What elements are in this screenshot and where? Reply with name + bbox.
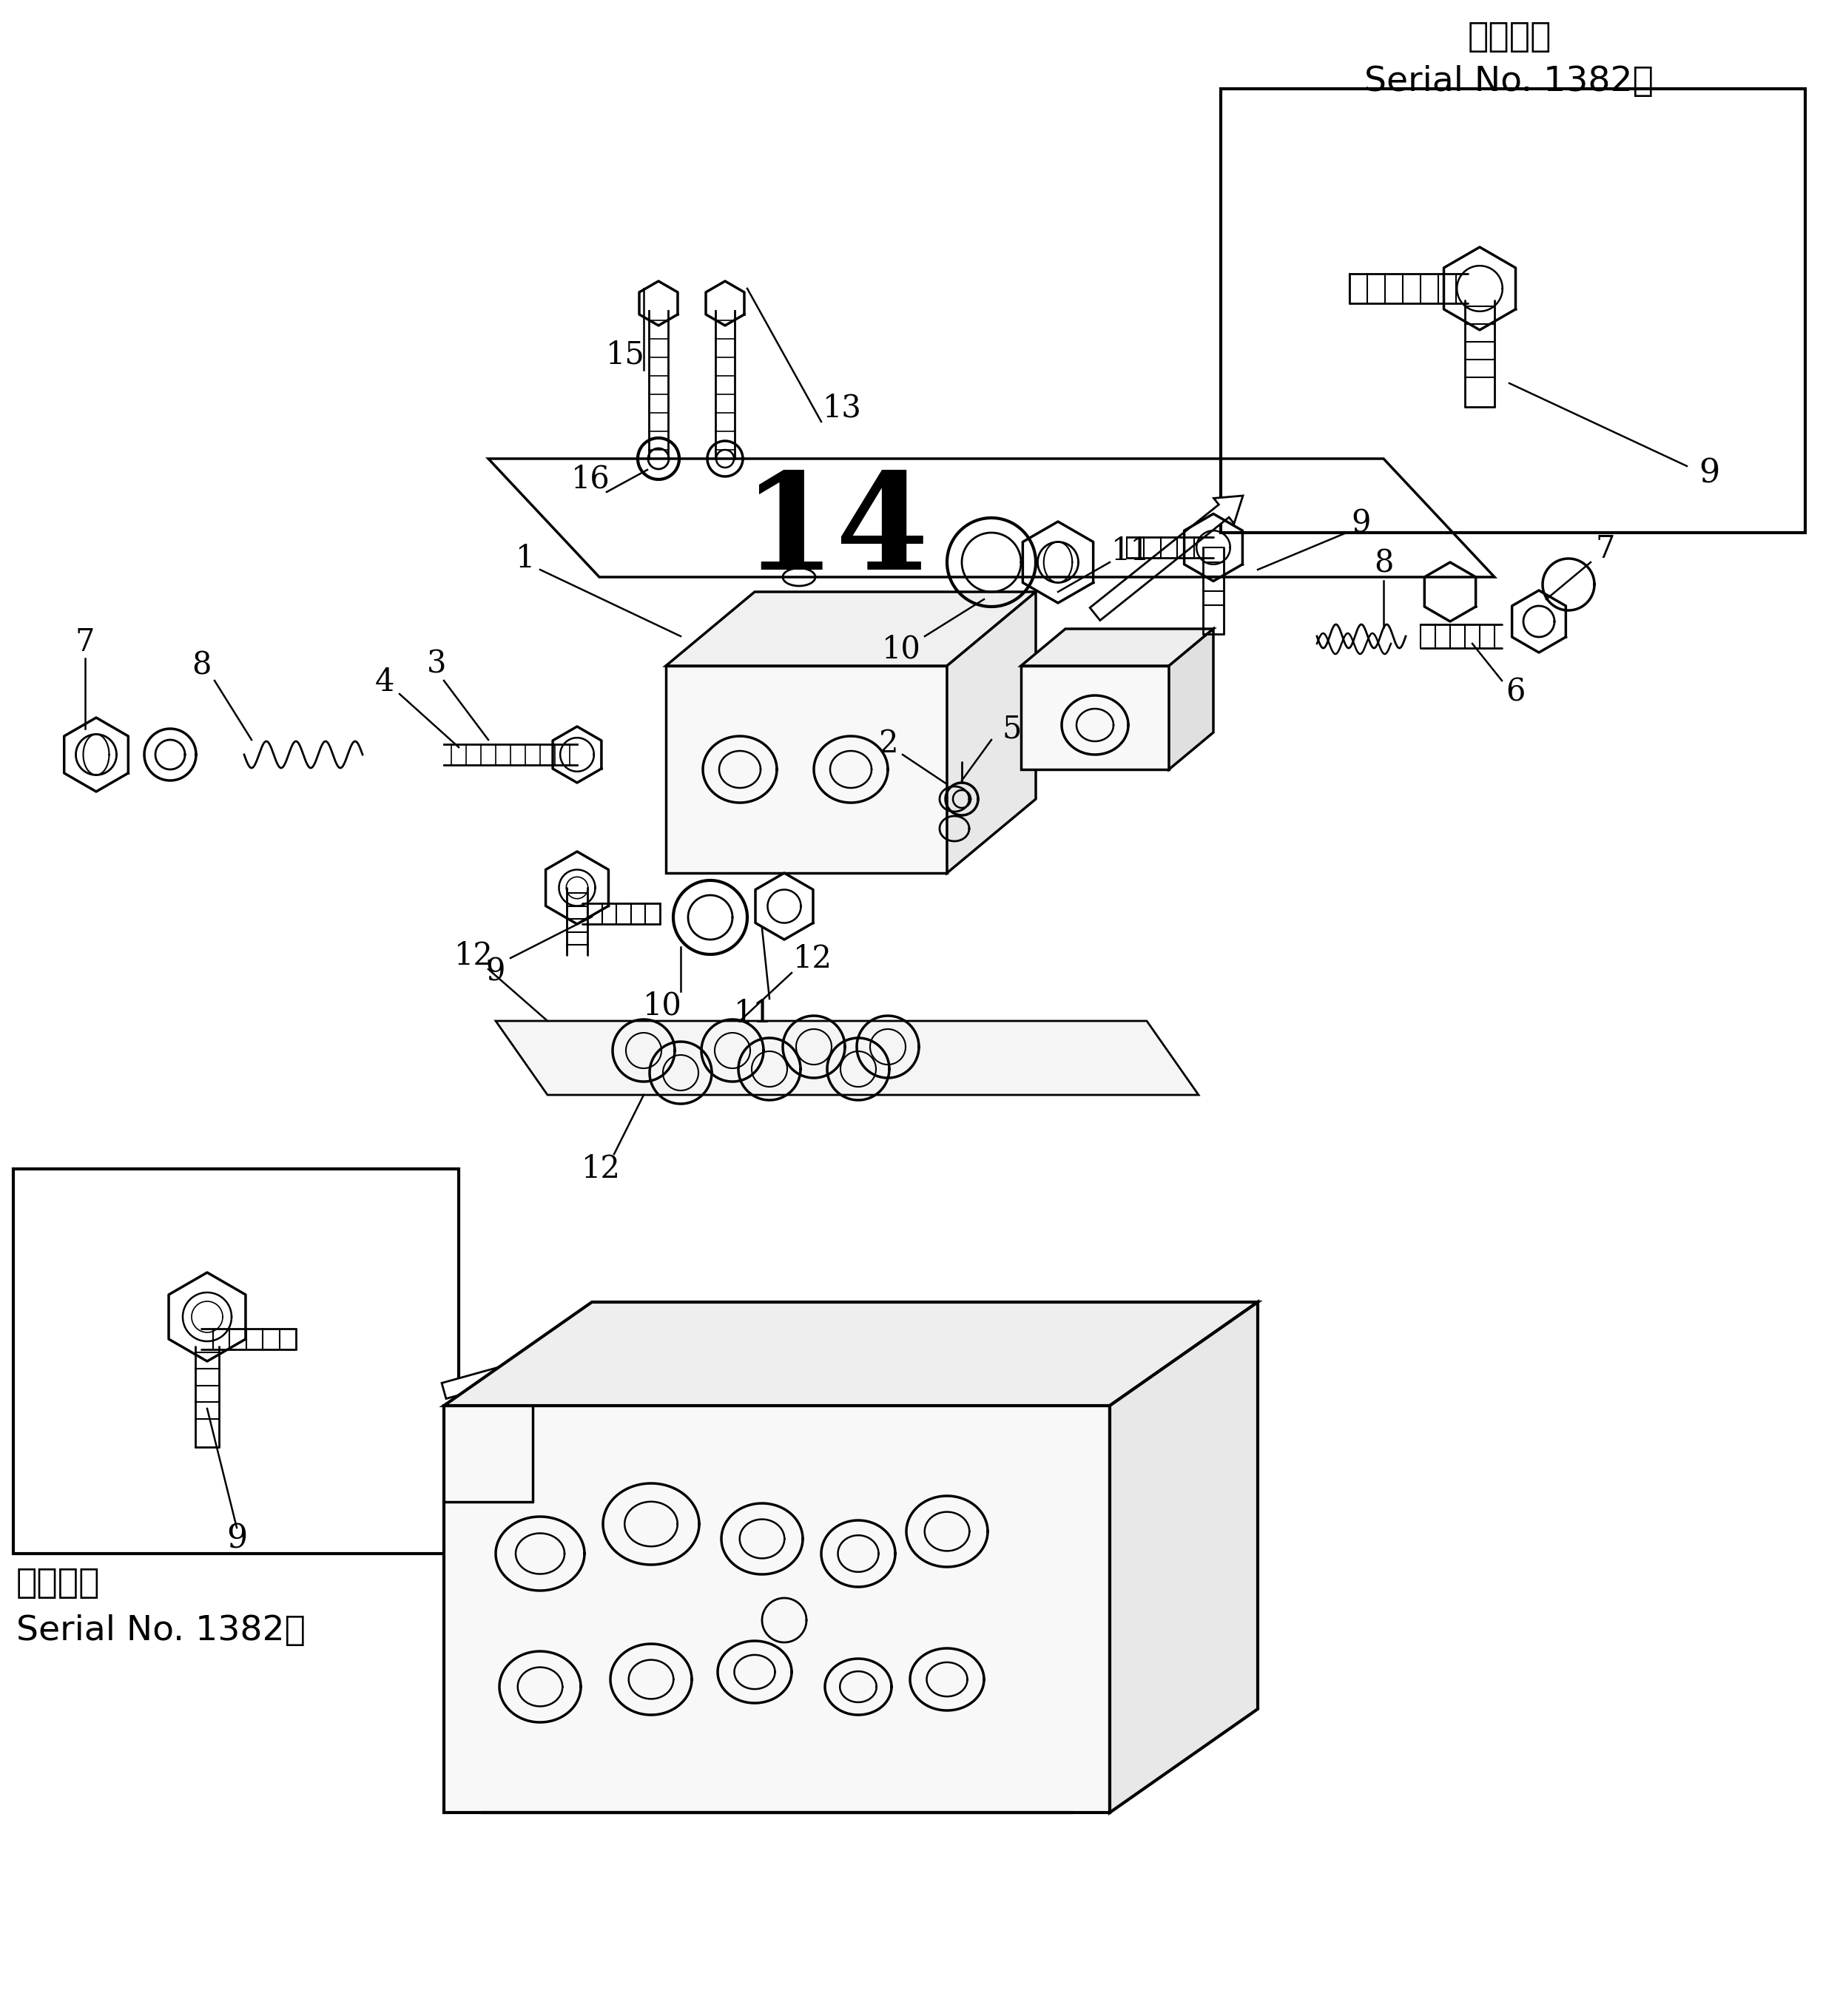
Text: 12: 12 (454, 939, 492, 972)
Text: 3: 3 (427, 649, 447, 679)
Polygon shape (946, 593, 1035, 873)
Text: 1: 1 (516, 542, 536, 575)
Text: 9: 9 (1699, 458, 1719, 490)
Text: 適用号機: 適用号機 (16, 1566, 100, 1601)
Bar (1221, 89, 1805, 532)
Polygon shape (665, 665, 946, 873)
Text: 13: 13 (822, 393, 862, 423)
Text: 10: 10 (644, 990, 682, 1022)
Text: 10: 10 (882, 633, 921, 665)
Text: 12: 12 (582, 1153, 620, 1185)
Polygon shape (445, 1405, 1110, 1812)
Polygon shape (445, 1302, 1258, 1405)
Text: 11: 11 (733, 998, 773, 1028)
Polygon shape (441, 1345, 578, 1399)
Text: 適用号機: 適用号機 (1468, 20, 1551, 54)
Text: Serial No. 1382～: Serial No. 1382～ (16, 1615, 306, 1647)
Text: 12: 12 (793, 943, 831, 974)
Text: 2: 2 (879, 728, 897, 760)
Polygon shape (496, 1020, 1198, 1095)
Text: 7: 7 (75, 627, 95, 657)
Text: Serial No. 1382～: Serial No. 1382～ (1365, 65, 1653, 99)
Text: 6: 6 (1506, 675, 1526, 708)
Text: 9: 9 (226, 1522, 248, 1554)
Bar (13, 1169, 459, 1554)
Text: 5: 5 (1003, 714, 1023, 744)
Text: 11: 11 (1110, 536, 1150, 566)
Polygon shape (1169, 629, 1214, 770)
Text: 8: 8 (191, 651, 211, 681)
Polygon shape (1021, 629, 1214, 665)
Polygon shape (665, 593, 1035, 665)
Text: 9: 9 (1351, 508, 1371, 540)
Polygon shape (1110, 1302, 1258, 1812)
Text: 7: 7 (1595, 534, 1615, 564)
Text: 4: 4 (376, 667, 394, 698)
Text: 16: 16 (571, 464, 611, 496)
Text: 9: 9 (487, 956, 505, 988)
Polygon shape (1090, 496, 1243, 621)
Text: 14: 14 (744, 468, 930, 599)
Polygon shape (1021, 665, 1169, 770)
Text: 15: 15 (605, 339, 645, 371)
Text: 8: 8 (1375, 548, 1393, 579)
